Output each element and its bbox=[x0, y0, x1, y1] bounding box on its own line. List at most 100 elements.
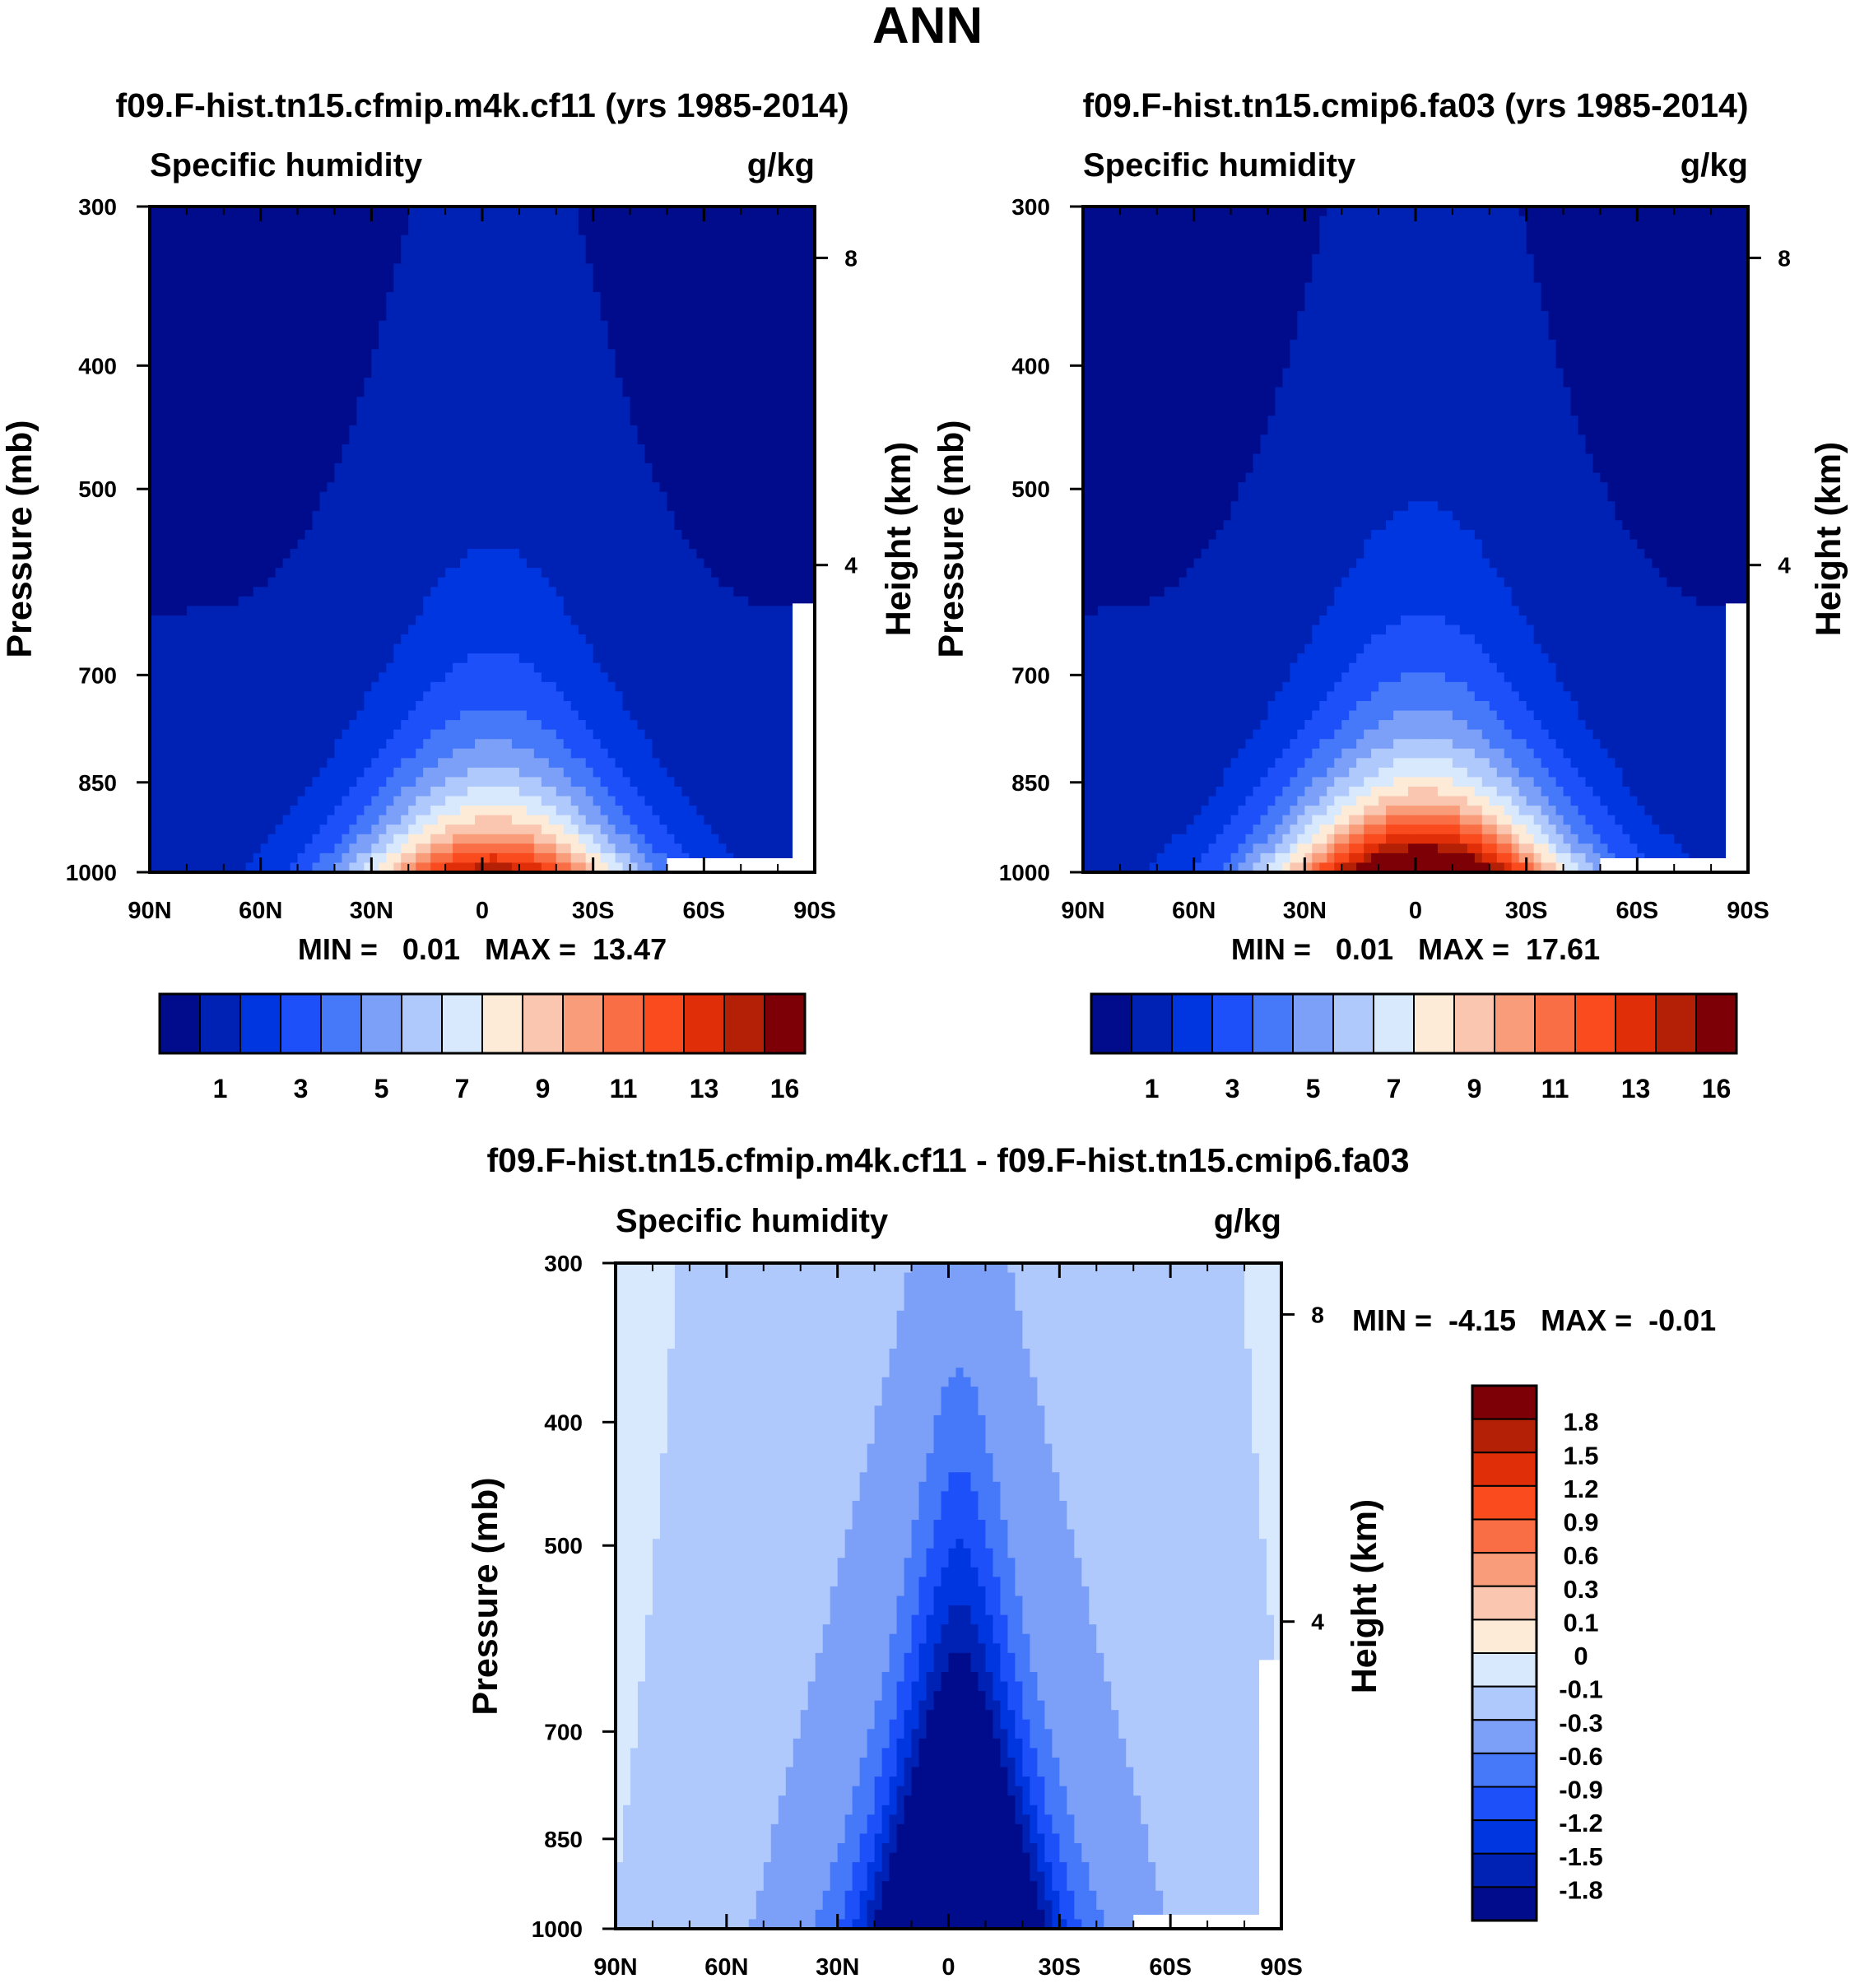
contour-cell bbox=[297, 320, 306, 331]
contour-cell bbox=[652, 320, 661, 331]
contour-cell bbox=[793, 453, 801, 464]
contour-cell bbox=[297, 596, 306, 606]
contour-cell bbox=[334, 681, 343, 693]
contour-cell bbox=[364, 453, 372, 464]
contour-cell bbox=[748, 339, 756, 350]
contour-cell bbox=[733, 216, 742, 226]
contour-cell bbox=[615, 397, 624, 407]
contour-cell bbox=[711, 320, 719, 331]
contour-cell bbox=[386, 244, 394, 255]
contour-cell bbox=[238, 416, 247, 426]
contour-cell bbox=[186, 549, 195, 560]
contour-cell bbox=[223, 425, 232, 435]
contour-cell bbox=[275, 368, 284, 379]
panel-1-variable-label: Specific humidity bbox=[150, 147, 423, 183]
contour-cell bbox=[585, 577, 594, 588]
contour-cell bbox=[260, 482, 269, 493]
contour-cell bbox=[696, 625, 704, 635]
contour-cell bbox=[342, 681, 350, 693]
contour-cell bbox=[223, 681, 232, 693]
contour-cell bbox=[179, 425, 188, 435]
contour-cell bbox=[216, 596, 225, 606]
contour-cell bbox=[171, 491, 180, 502]
contour-cell bbox=[371, 482, 379, 493]
contour-cell bbox=[379, 339, 387, 350]
contour-cell bbox=[393, 216, 402, 226]
contour-cell bbox=[319, 387, 328, 397]
contour-cell bbox=[460, 225, 468, 236]
contour-cell bbox=[290, 587, 299, 597]
contour-cell bbox=[704, 700, 712, 712]
contour-cell bbox=[379, 529, 387, 541]
contour-cell bbox=[230, 625, 239, 635]
contour-cell bbox=[681, 720, 690, 731]
contour-cell bbox=[297, 558, 306, 569]
contour-cell bbox=[770, 643, 779, 654]
contour-cell bbox=[475, 596, 483, 606]
contour-cell bbox=[585, 235, 594, 245]
contour-cell bbox=[371, 263, 379, 274]
contour-cell bbox=[726, 653, 734, 664]
contour-cell bbox=[438, 263, 446, 274]
contour-cell bbox=[150, 320, 158, 331]
contour-cell bbox=[171, 244, 180, 255]
contour-cell bbox=[193, 510, 202, 521]
contour-cell bbox=[541, 653, 550, 664]
contour-cell bbox=[297, 235, 306, 245]
contour-cell bbox=[741, 244, 749, 255]
contour-cell bbox=[216, 615, 225, 626]
contour-cell bbox=[681, 634, 690, 645]
contour-cell bbox=[238, 472, 247, 483]
contour-cell bbox=[696, 501, 704, 512]
contour-cell bbox=[630, 653, 639, 664]
contour-cell bbox=[186, 710, 195, 721]
contour-cell bbox=[201, 330, 210, 341]
contour-cell bbox=[408, 397, 416, 407]
contour-cell bbox=[305, 463, 314, 474]
contour-cell bbox=[460, 244, 468, 255]
contour-cell bbox=[275, 491, 284, 502]
contour-cell bbox=[600, 662, 609, 673]
contour-cell bbox=[208, 510, 217, 521]
contour-cell bbox=[718, 292, 727, 303]
contour-cell bbox=[201, 282, 210, 293]
contour-cell bbox=[386, 253, 394, 264]
contour-cell bbox=[711, 225, 719, 236]
contour-cell bbox=[445, 482, 453, 493]
contour-cell bbox=[156, 235, 165, 245]
contour-cell bbox=[260, 472, 269, 483]
contour-cell bbox=[800, 501, 808, 512]
contour-cell bbox=[785, 700, 793, 712]
contour-cell bbox=[741, 710, 749, 721]
contour-cell bbox=[282, 720, 291, 731]
contour-cell bbox=[356, 615, 365, 626]
contour-cell bbox=[615, 501, 624, 512]
contour-cell bbox=[297, 568, 306, 578]
contour-cell bbox=[504, 568, 513, 578]
contour-cell bbox=[342, 606, 350, 616]
contour-cell bbox=[238, 320, 247, 331]
contour-cell bbox=[179, 662, 188, 673]
contour-cell bbox=[150, 653, 158, 664]
contour-cell bbox=[482, 539, 490, 550]
contour-cell bbox=[416, 444, 424, 455]
contour-cell bbox=[467, 549, 476, 560]
contour-cell bbox=[312, 510, 321, 521]
contour-cell bbox=[186, 700, 195, 712]
contour-cell bbox=[312, 691, 321, 702]
contour-cell bbox=[208, 406, 217, 416]
contour-cell bbox=[267, 720, 277, 731]
contour-cell bbox=[267, 482, 277, 493]
contour-cell bbox=[379, 558, 387, 569]
contour-cell bbox=[371, 397, 379, 407]
contour-cell bbox=[423, 510, 431, 521]
contour-cell bbox=[282, 444, 291, 455]
contour-cell bbox=[164, 510, 173, 521]
contour-cell bbox=[570, 558, 579, 569]
contour-cell bbox=[696, 520, 704, 531]
contour-cell bbox=[511, 510, 520, 521]
contour-cell bbox=[430, 301, 439, 312]
contour-cell bbox=[630, 549, 639, 560]
contour-cell bbox=[548, 700, 557, 712]
contour-cell bbox=[208, 425, 217, 435]
